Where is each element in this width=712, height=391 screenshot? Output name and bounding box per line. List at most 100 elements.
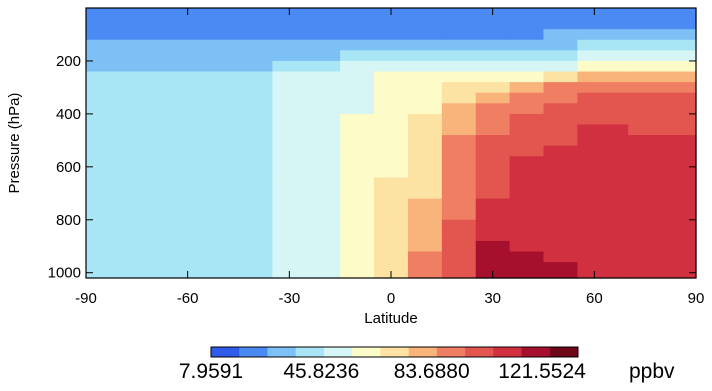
heatmap-cell xyxy=(628,39,697,51)
heatmap-cell xyxy=(340,124,375,136)
heatmap-cell xyxy=(509,135,545,147)
heatmap-cell xyxy=(86,113,273,126)
heatmap-cell xyxy=(577,18,629,30)
heatmap-cell xyxy=(577,113,629,126)
x-axis-label: Latitude xyxy=(364,310,417,327)
heatmap-cell xyxy=(86,219,273,231)
heatmap-cell xyxy=(441,209,477,221)
heatmap-cell xyxy=(86,103,273,115)
heatmap-cell xyxy=(272,219,341,231)
heatmap-cell xyxy=(374,124,409,136)
heatmap-cell xyxy=(340,230,375,242)
heatmap-cell xyxy=(475,219,511,231)
heatmap-cell xyxy=(340,82,375,94)
heatmap-cell xyxy=(543,82,578,94)
heatmap-cell xyxy=(441,124,477,136)
heatmap-cell xyxy=(628,103,697,115)
colorbar-swatch xyxy=(352,347,381,357)
heatmap-cell xyxy=(441,82,477,94)
heatmap-cell xyxy=(543,209,578,221)
heatmap-cell xyxy=(340,271,375,279)
x-tick-label: 30 xyxy=(484,290,501,307)
heatmap-cell xyxy=(340,92,375,104)
heatmap-cell xyxy=(628,71,697,83)
heatmap-cell xyxy=(509,39,545,51)
heatmap-cell xyxy=(86,177,273,189)
heatmap-cell xyxy=(543,113,578,126)
heatmap-cell xyxy=(441,156,477,168)
heatmap-cell xyxy=(543,8,578,20)
heatmap-cell xyxy=(86,145,273,157)
heatmap-cell xyxy=(441,240,477,253)
heatmap-cell xyxy=(543,251,578,263)
heatmap-cell xyxy=(441,166,477,179)
heatmap-cell xyxy=(509,219,545,231)
heatmap-cell xyxy=(407,166,443,179)
heatmap-cell xyxy=(509,145,545,157)
heatmap-cell xyxy=(86,8,273,20)
heatmap-cell xyxy=(441,18,477,30)
heatmap-cell xyxy=(272,39,341,51)
heatmap-cell xyxy=(374,188,409,200)
heatmap-cell xyxy=(543,166,578,179)
heatmap-cells xyxy=(86,8,697,279)
heatmap-cell xyxy=(628,166,697,179)
heatmap-cell xyxy=(340,156,375,168)
heatmap-cell xyxy=(340,251,375,263)
heatmap-cell xyxy=(340,145,375,157)
heatmap-cell xyxy=(272,271,341,279)
heatmap-cell xyxy=(407,39,443,51)
heatmap-cell xyxy=(340,240,375,253)
heatmap-cell xyxy=(628,18,697,30)
x-tick-label: 90 xyxy=(688,290,705,307)
heatmap-cell xyxy=(475,198,511,210)
heatmap-cell xyxy=(577,230,629,242)
heatmap-cell xyxy=(272,230,341,242)
heatmap-cell xyxy=(86,92,273,104)
heatmap-cell xyxy=(475,209,511,221)
colorbar-swatch xyxy=(380,347,410,357)
heatmap-cell xyxy=(441,271,477,279)
heatmap-cell xyxy=(407,92,443,104)
heatmap-cell xyxy=(577,103,629,115)
heatmap-cell xyxy=(340,29,375,41)
heatmap-cell xyxy=(340,198,375,210)
heatmap-cell xyxy=(272,251,341,263)
heatmap-cell xyxy=(628,50,697,62)
heatmap-cell xyxy=(543,18,578,30)
heatmap-cell xyxy=(509,103,545,115)
heatmap-cell xyxy=(86,29,273,41)
heatmap-cell xyxy=(340,219,375,231)
heatmap-cell xyxy=(407,60,443,73)
colorbar-swatch xyxy=(295,347,325,357)
heatmap-cell xyxy=(628,92,697,104)
heatmap-cell xyxy=(577,188,629,200)
heatmap-cell xyxy=(374,60,409,73)
heatmap-cell xyxy=(509,60,545,73)
colorbar-label: 45.8236 xyxy=(283,360,359,383)
heatmap-cell xyxy=(272,188,341,200)
heatmap-cell xyxy=(374,50,409,62)
heatmap-cell xyxy=(340,209,375,221)
heatmap-cell xyxy=(86,230,273,242)
heatmap-cell xyxy=(86,82,273,94)
heatmap-cell xyxy=(577,156,629,168)
heatmap-cell xyxy=(628,29,697,41)
heatmap-cell xyxy=(543,92,578,104)
heatmap-cell xyxy=(543,60,578,73)
heatmap-cell xyxy=(340,50,375,62)
heatmap-cell xyxy=(475,71,511,83)
heatmap-cell xyxy=(374,251,409,263)
heatmap-cell xyxy=(407,113,443,126)
heatmap-cell xyxy=(340,166,375,179)
colorbar-swatch xyxy=(465,347,494,357)
colorbar-swatch xyxy=(549,347,579,357)
heatmap-cell xyxy=(441,230,477,242)
heatmap-cell xyxy=(509,251,545,263)
heatmap-cell xyxy=(86,135,273,147)
colorbar-labels: 7.9591 45.8236 83.6880 121.5524 xyxy=(179,360,586,383)
heatmap-cell xyxy=(407,135,443,147)
heatmap-cell xyxy=(628,156,697,168)
heatmap-cell xyxy=(374,209,409,221)
heatmap-cell xyxy=(577,240,629,253)
